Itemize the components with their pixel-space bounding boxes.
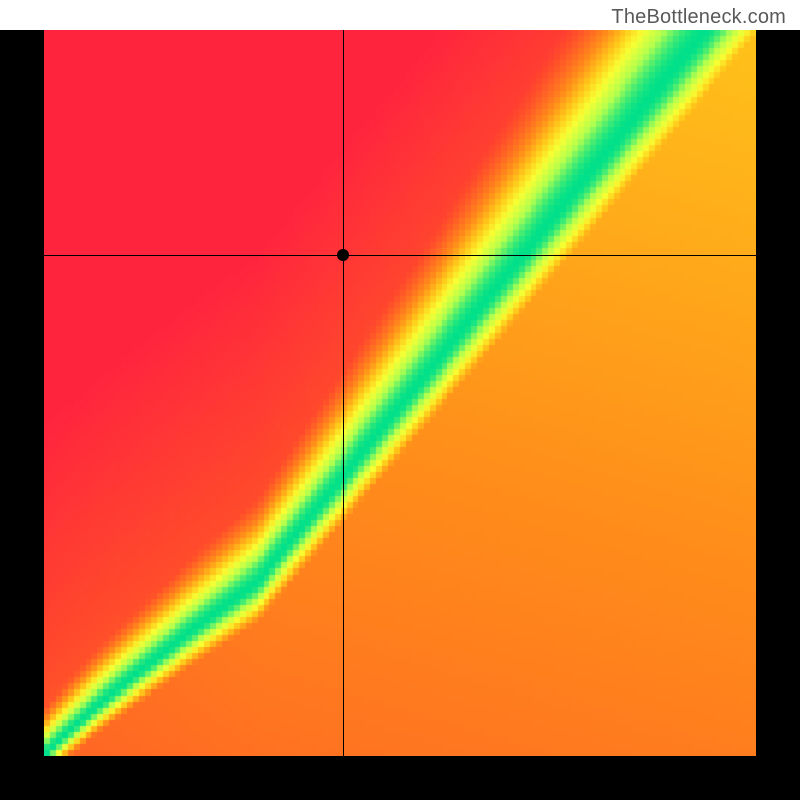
frame-right <box>756 30 800 756</box>
crosshair-marker <box>337 249 349 261</box>
watermark-text: TheBottleneck.com <box>611 6 786 29</box>
chart-container: TheBottleneck.com <box>0 0 800 800</box>
crosshair-horizontal <box>44 255 756 256</box>
heatmap-canvas <box>44 30 756 756</box>
plot-area <box>44 30 756 756</box>
frame-left <box>0 30 44 756</box>
frame-bottom <box>0 756 800 800</box>
crosshair-vertical <box>343 30 344 756</box>
